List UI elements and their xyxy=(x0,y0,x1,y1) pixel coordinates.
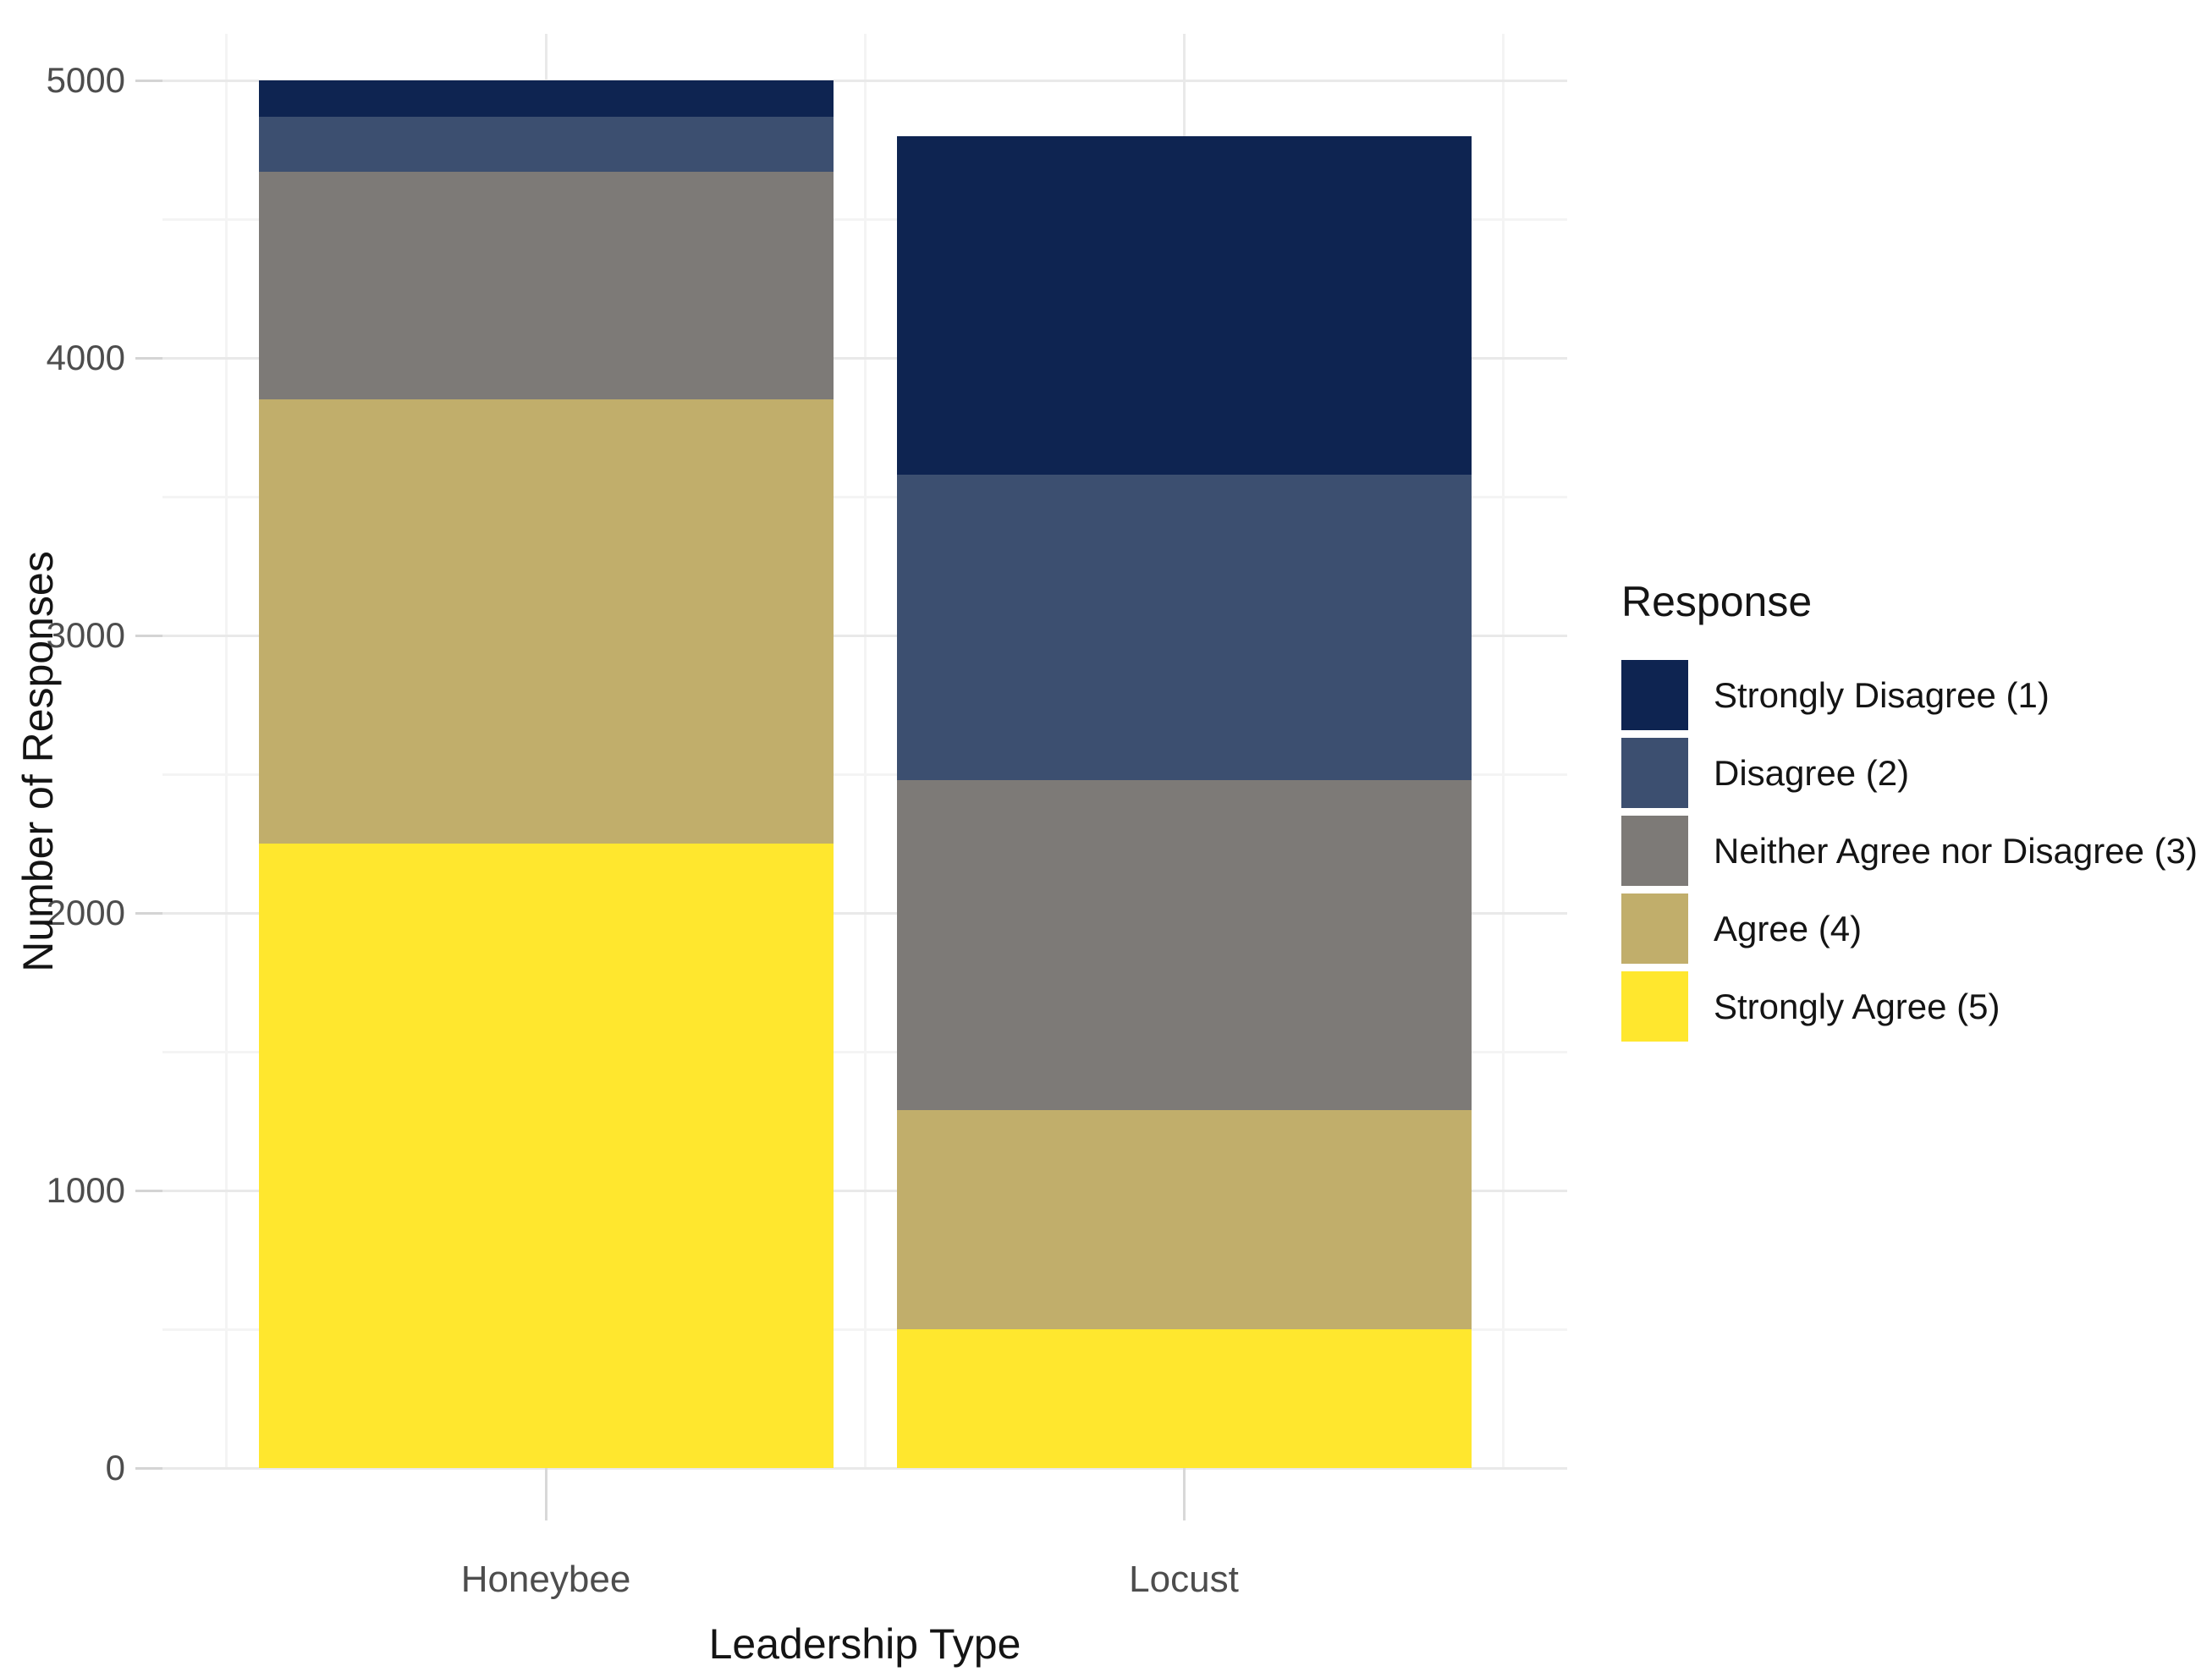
gridline-minor-x-1 xyxy=(863,34,867,1468)
legend-swatch-neither-agree-nor-disagree-3 xyxy=(1621,816,1688,886)
legend-title: Response xyxy=(1621,578,1813,625)
y-tick-label-3000: 3000 xyxy=(46,615,125,655)
legend-swatch-agree-4 xyxy=(1621,893,1688,964)
legend-label-neither-agree-nor-disagree-3: Neither Agree nor Disagree (3) xyxy=(1714,830,2198,871)
bar-segment-honeybee-strongly-disagree-1 xyxy=(258,80,834,117)
x-tick-label-honeybee: Honeybee xyxy=(460,1559,631,1600)
y-tick-mark-2000 xyxy=(135,911,162,915)
legend-item-strongly-agree-5: Strongly Agree (5) xyxy=(1621,971,2198,1042)
bar-segment-locust-disagree-2 xyxy=(896,474,1472,780)
legend-item-strongly-disagree-1: Strongly Disagree (1) xyxy=(1621,660,2198,730)
bar-segment-locust-neither-agree-nor-disagree-3 xyxy=(896,779,1472,1110)
y-tick-label-5000: 5000 xyxy=(46,60,125,100)
bar-segment-locust-agree-4 xyxy=(896,1109,1472,1329)
y-axis-title: Number of Responses xyxy=(14,551,62,972)
legend: Response Strongly Disagree (1) Disagree (… xyxy=(1621,580,2198,1042)
x-tick-mark-locust xyxy=(1182,1468,1186,1520)
legend-label-disagree-2: Disagree (2) xyxy=(1714,752,1910,793)
gridline-major-y-1000 xyxy=(162,1189,1567,1192)
y-tick-mark-5000 xyxy=(135,79,162,82)
y-tick-label-2000: 2000 xyxy=(46,893,125,932)
y-tick-mark-4000 xyxy=(135,356,162,360)
legend-label-strongly-disagree-1: Strongly Disagree (1) xyxy=(1714,674,2050,715)
legend-swatch-disagree-2 xyxy=(1621,738,1688,808)
y-tick-mark-0 xyxy=(135,1466,162,1470)
x-tick-label-locust: Locust xyxy=(1129,1559,1239,1600)
legend-label-agree-4: Agree (4) xyxy=(1714,908,1863,948)
gridline-major-y-3000 xyxy=(162,634,1567,637)
bar-segment-honeybee-agree-4 xyxy=(258,399,834,844)
y-tick-label-1000: 1000 xyxy=(46,1170,125,1210)
gridline-major-y-0 xyxy=(162,1466,1567,1470)
x-tick-mark-honeybee xyxy=(544,1468,547,1520)
bar-segment-honeybee-strongly-agree-5 xyxy=(258,844,834,1468)
legend-item-agree-4: Agree (4) xyxy=(1621,893,2198,964)
plot-panel xyxy=(162,34,1567,1470)
bar-segment-locust-strongly-agree-5 xyxy=(896,1329,1472,1468)
legend-swatch-strongly-agree-5 xyxy=(1621,971,1688,1042)
bar-segment-locust-strongly-disagree-1 xyxy=(896,135,1472,475)
gridline-major-y-5000 xyxy=(162,79,1567,82)
gridline-major-y-4000 xyxy=(162,356,1567,360)
x-axis-title: Leadership Type xyxy=(708,1620,1021,1668)
legend-items: Strongly Disagree (1) Disagree (2) Neither… xyxy=(1621,660,2198,1042)
y-tick-mark-3000 xyxy=(135,634,162,637)
y-tick-mark-1000 xyxy=(135,1189,162,1192)
legend-item-disagree-2: Disagree (2) xyxy=(1621,738,2198,808)
bar-segment-honeybee-neither-agree-nor-disagree-3 xyxy=(258,172,834,400)
y-tick-label-4000: 4000 xyxy=(46,338,125,377)
legend-swatch-strongly-disagree-1 xyxy=(1621,660,1688,730)
legend-item-neither-agree-nor-disagree-3: Neither Agree nor Disagree (3) xyxy=(1621,816,2198,886)
y-tick-label-0: 0 xyxy=(105,1448,125,1487)
gridline-minor-x-2 xyxy=(1502,34,1505,1468)
bar-segment-honeybee-disagree-2 xyxy=(258,116,834,173)
legend-label-strongly-agree-5: Strongly Agree (5) xyxy=(1714,986,2000,1026)
gridline-major-y-2000 xyxy=(162,911,1567,915)
gridline-minor-x-0 xyxy=(225,34,228,1468)
